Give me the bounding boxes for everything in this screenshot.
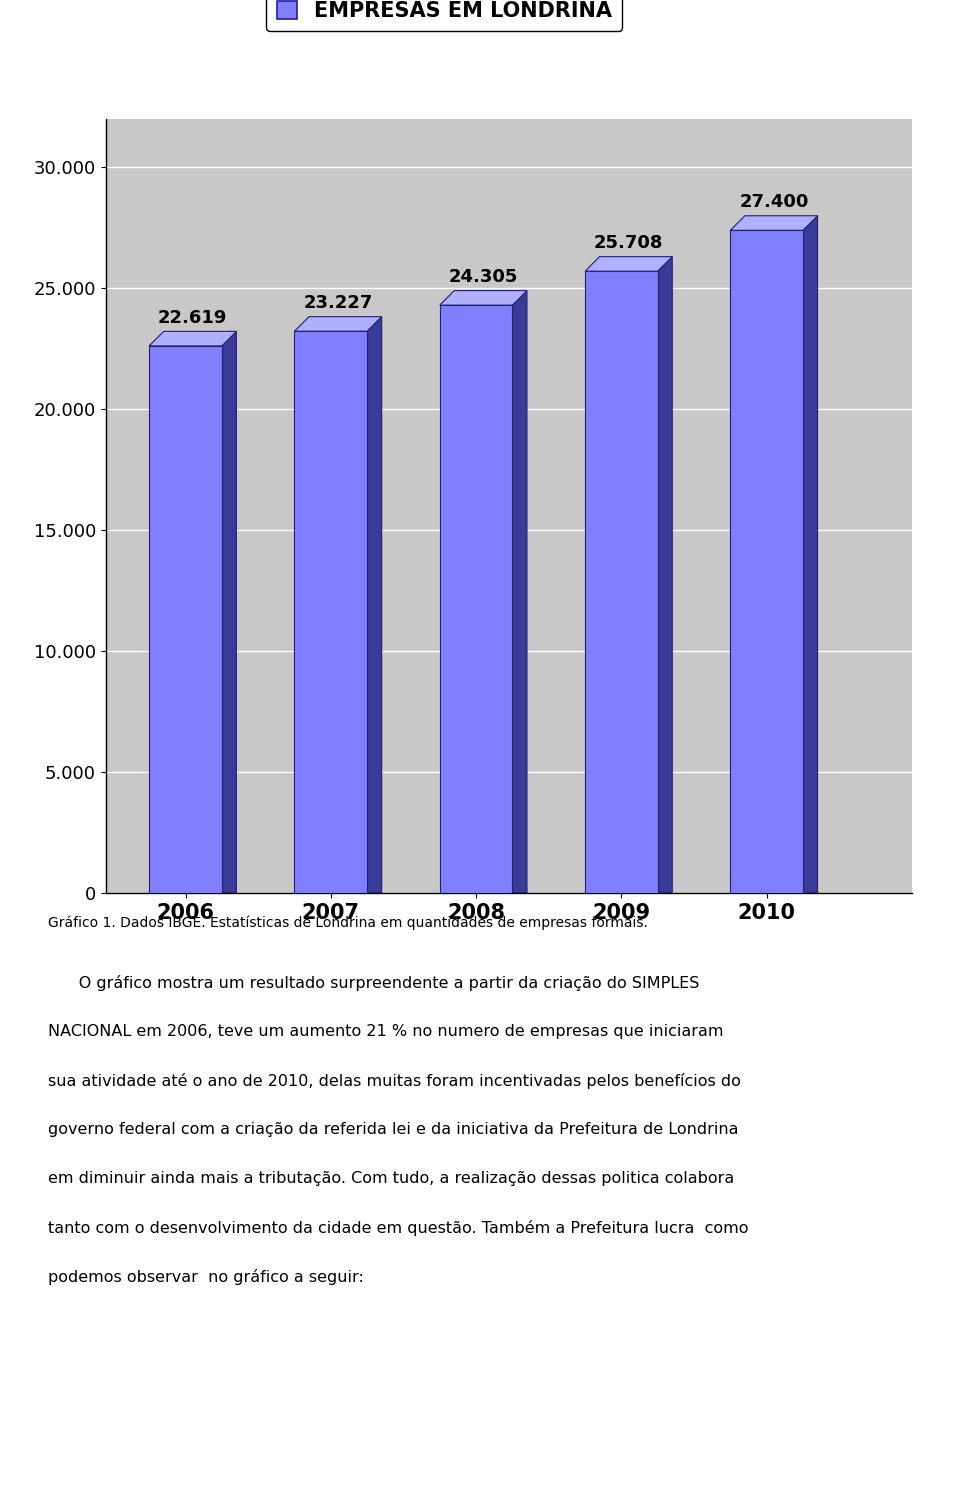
Text: 23.227: 23.227 [303,293,372,312]
Bar [149,345,222,893]
Bar [295,332,367,893]
Text: governo federal com a criação da referida lei e da iniciativa da Prefeitura de L: governo federal com a criação da referid… [48,1122,738,1137]
Text: sua atividade até o ano de 2010, delas muitas foram incentivadas pelos benefício: sua atividade até o ano de 2010, delas m… [48,1073,741,1089]
Text: 27.400: 27.400 [739,193,808,211]
Text: em diminuir ainda mais a tributação. Com tudo, a realização dessas politica cola: em diminuir ainda mais a tributação. Com… [48,1171,734,1186]
Text: 22.619: 22.619 [158,308,228,326]
Polygon shape [731,216,818,231]
Text: NACIONAL em 2006, teve um aumento 21 % no numero de empresas que iniciaram: NACIONAL em 2006, teve um aumento 21 % n… [48,1024,724,1039]
Text: Gráfico 1. Dados IBGE. Estatísticas de Londrina em quantidades de empresas forma: Gráfico 1. Dados IBGE. Estatísticas de L… [48,915,648,930]
Polygon shape [440,290,527,305]
Polygon shape [585,256,672,271]
Text: 24.305: 24.305 [448,268,518,286]
Polygon shape [367,317,382,893]
Text: podemos observar  no gráfico a seguir:: podemos observar no gráfico a seguir: [48,1269,364,1286]
Polygon shape [513,290,527,893]
Bar [731,231,803,893]
Polygon shape [222,332,236,893]
Polygon shape [149,332,236,345]
Bar [440,305,513,893]
Legend: EMPRESAS EM LONDRINA: EMPRESAS EM LONDRINA [266,0,622,31]
Text: 25.708: 25.708 [594,234,663,251]
Text: tanto com o desenvolvimento da cidade em questão. Também a Prefeitura lucra  com: tanto com o desenvolvimento da cidade em… [48,1220,749,1237]
Polygon shape [803,216,818,893]
Text: O gráfico mostra um resultado surpreendente a partir da criação do SIMPLES: O gráfico mostra um resultado surpreende… [48,975,700,991]
Bar [585,271,658,893]
Polygon shape [295,317,382,332]
Polygon shape [658,256,672,893]
